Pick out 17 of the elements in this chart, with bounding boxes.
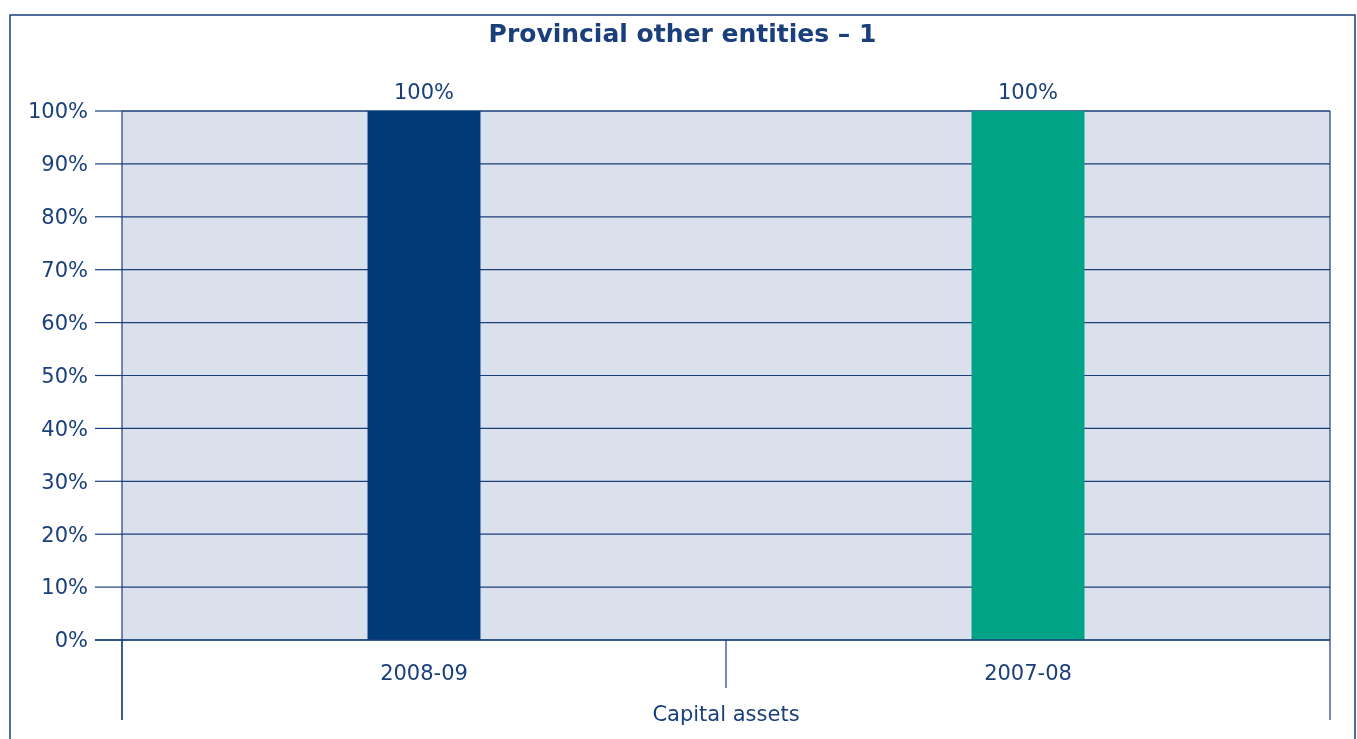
y-tick-label: 70% (41, 258, 88, 283)
y-tick-label: 10% (41, 575, 88, 600)
y-tick-label: 30% (41, 469, 88, 494)
y-tick-label: 40% (41, 416, 88, 441)
y-tick-label: 60% (41, 310, 88, 335)
y-tick-label: 100% (27, 99, 88, 124)
x-tick-label: 2008-09 (380, 661, 468, 685)
y-tick-label: 0% (54, 628, 88, 653)
y-tick-label: 90% (41, 152, 88, 177)
y-tick-label: 50% (41, 363, 88, 388)
chart-title: Provincial other entities – 1 (488, 19, 877, 48)
data-label: 100% (997, 80, 1059, 104)
y-tick-label: 20% (41, 522, 88, 547)
x-tick-label: 2007-08 (984, 661, 1072, 685)
y-tick-label: 80% (41, 205, 88, 230)
x-axis-title: Capital assets (652, 702, 800, 726)
data-label: 100% (393, 80, 455, 104)
